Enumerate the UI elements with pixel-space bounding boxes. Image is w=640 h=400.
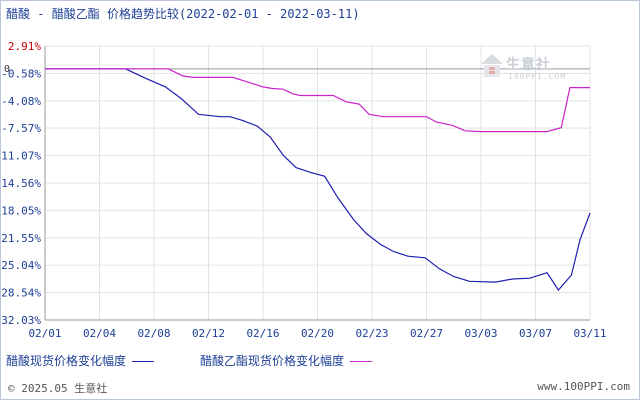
x-tick-label: 03/03: [464, 327, 497, 340]
x-tick-label: 02/08: [137, 327, 170, 340]
x-tick-label: 02/16: [246, 327, 279, 340]
footer-url: www.100PPI.com: [537, 380, 630, 393]
x-tick-label: 02/04: [83, 327, 116, 340]
y-tick-label: -28.54%: [0, 287, 41, 300]
watermark-brand: 生意社: [506, 57, 551, 73]
legend-label: 醋酸现货价格变化幅度: [6, 354, 127, 368]
y-tick-label: -21.55%: [0, 232, 41, 245]
x-tick-label: 03/11: [573, 327, 606, 340]
x-tick-label: 02/12: [192, 327, 225, 340]
legend-label: 醋酸乙酯现货价格变化幅度: [200, 354, 345, 368]
legend-swatch: [132, 361, 155, 362]
x-tick-label: 02/20: [301, 327, 334, 340]
line-chart: 2.91% -0.58% -4.08% -7.57% -11.07% -14.56% -18…: [0, 40, 607, 340]
y-tick-label: -18.05%: [0, 204, 41, 217]
y-tick-label: -11.07%: [0, 150, 41, 163]
legend-item-ethyl-acetate: 醋酸乙酯现货价格变化幅度: [200, 352, 373, 369]
chart-title: 醋酸 - 醋酸乙酯 价格趋势比较(2022-02-01 - 2022-03-11…: [6, 5, 360, 22]
y-tick-label: -7.57%: [1, 122, 41, 135]
y-tick-label: -0.58%: [1, 67, 41, 80]
legend-item-acetic-acid: 醋酸现货价格变化幅度: [6, 352, 155, 369]
y-tick-label: -14.56%: [0, 177, 41, 190]
x-tick-label: 02/27: [410, 327, 443, 340]
legend-swatch: [350, 361, 373, 362]
y-tick-label: 2.91%: [8, 40, 41, 53]
x-tick-label: 02/01: [28, 327, 61, 340]
watermark-url: 100PPI.COM: [508, 72, 567, 81]
footer-copyright: © 2025.05 生意社: [8, 382, 108, 395]
series-line-ethyl-acetate: [45, 68, 590, 133]
watermark: 生意社 100PPI.COM: [480, 52, 580, 86]
series-line-acetic-acid: [45, 68, 591, 291]
zero-label: 0: [4, 64, 10, 75]
title-product-a: 醋酸: [6, 7, 31, 21]
y-tick-label: -25.04%: [0, 259, 41, 272]
x-tick-label: 03/07: [519, 327, 552, 340]
title-rest: 醋酸乙酯 价格趋势比较(2022-02-01 - 2022-03-11): [51, 7, 360, 21]
title-separator: -: [37, 7, 45, 21]
y-tick-label: -4.08%: [1, 95, 41, 108]
x-tick-label: 02/23: [355, 327, 388, 340]
watermark-logo-icon: [481, 54, 503, 77]
y-tick-label: -32.03%: [0, 314, 41, 327]
